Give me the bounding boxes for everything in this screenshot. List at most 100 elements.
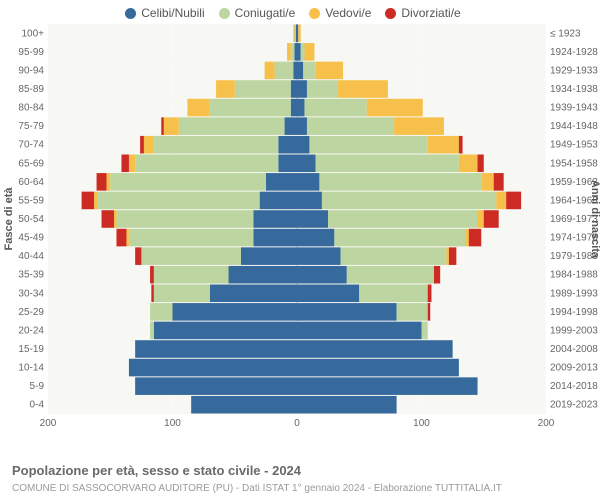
bar-female-single [297, 135, 309, 153]
bar-male-divorced [135, 247, 141, 265]
birth-label: 1949-1953 [550, 139, 598, 150]
bar-male-single [129, 358, 297, 376]
bar-female-divorced [469, 228, 481, 246]
bar-male-married [179, 117, 285, 135]
bar-male-widowed [144, 135, 154, 153]
legend-label: Divorziati/e [401, 6, 460, 20]
age-label: 85-89 [18, 84, 44, 95]
age-label: 50-54 [18, 214, 44, 225]
bar-female-divorced [459, 135, 463, 153]
birth-label: 1924-1928 [550, 46, 598, 57]
bar-male-single [253, 210, 297, 228]
age-label: 75-79 [18, 121, 44, 132]
bar-male-single [295, 43, 297, 61]
birth-label: 1954-1958 [550, 158, 598, 169]
birth-label: 1994-1998 [550, 306, 598, 317]
bar-male-married [295, 24, 296, 42]
bar-male-single [278, 135, 297, 153]
bar-female-single [297, 80, 307, 98]
age-label: 40-44 [18, 251, 44, 262]
bar-male-single [285, 117, 297, 135]
age-label: 10-14 [18, 362, 44, 373]
bar-male-married [235, 80, 291, 98]
bar-male-single [173, 303, 298, 321]
xtick: 200 [40, 418, 57, 429]
legend-label: Coniugati/e [235, 6, 296, 20]
bar-female-married [422, 321, 428, 339]
bar-female-single [297, 340, 453, 358]
bar-male-single [293, 61, 297, 79]
bar-female-single [297, 98, 304, 116]
birth-label: 1944-1948 [550, 121, 598, 132]
birth-label: 1939-1943 [550, 102, 598, 113]
bar-male-married [98, 191, 260, 209]
bar-female-married [347, 265, 434, 283]
bar-male-divorced [150, 265, 154, 283]
bar-female-single [297, 321, 422, 339]
bar-female-married [303, 61, 315, 79]
bar-female-married [309, 135, 427, 153]
xtick: 100 [413, 418, 430, 429]
bar-female-single [297, 247, 341, 265]
bar-male-single [135, 340, 297, 358]
birth-label: 1989-1993 [550, 288, 598, 299]
bar-female-single [297, 117, 307, 135]
bar-female-single [297, 43, 301, 61]
bar-male-widowed [129, 154, 135, 172]
bar-female-divorced [428, 303, 430, 321]
bar-male-widowed [107, 173, 111, 191]
bar-male-single [253, 228, 297, 246]
bar-male-divorced [161, 117, 163, 135]
bar-male-widowed [94, 191, 98, 209]
bar-female-married [319, 173, 481, 191]
bar-male-married [154, 265, 229, 283]
age-label: 90-94 [18, 65, 44, 76]
bar-female-single [297, 210, 328, 228]
bar-male-single [278, 154, 297, 172]
bar-male-widowed [216, 80, 235, 98]
bar-male-single [291, 98, 297, 116]
bar-male-married [154, 135, 279, 153]
bar-female-widowed [298, 24, 300, 42]
bar-female-single [297, 173, 319, 191]
birth-label: 1929-1933 [550, 65, 598, 76]
legend-label: Vedovi/e [325, 6, 371, 20]
birth-label: 1934-1938 [550, 84, 598, 95]
bar-female-widowed [478, 210, 484, 228]
bar-female-married [307, 117, 394, 135]
bar-male-single [291, 80, 297, 98]
bar-female-divorced [434, 265, 440, 283]
bar-male-widowed [293, 24, 294, 42]
bar-male-married [141, 247, 241, 265]
bar-male-single [191, 395, 297, 413]
left-axis-title: Fasce di età [3, 186, 15, 250]
y-axis-left: 0-45-910-1415-1920-2425-2930-3435-3940-4… [18, 28, 44, 410]
bar-male-married [129, 228, 254, 246]
bar-female-single [297, 303, 397, 321]
bar-female-widowed [367, 98, 423, 116]
bar-male-married [275, 61, 294, 79]
bar-male-married [150, 321, 154, 339]
age-label: 60-64 [18, 176, 44, 187]
age-label: 20-24 [18, 325, 44, 336]
bar-female-divorced [428, 284, 432, 302]
bar-female-single [297, 284, 359, 302]
age-label: 70-74 [18, 139, 44, 150]
legend-swatch-single [125, 8, 136, 19]
legend: Celibi/NubiliConiugati/eVedovi/eDivorzia… [0, 0, 600, 22]
age-label: 25-29 [18, 306, 44, 317]
age-label: 100+ [21, 28, 44, 39]
age-label: 0-4 [30, 399, 45, 410]
bar-female-divorced [449, 247, 456, 265]
birth-label: 2019-2023 [550, 399, 598, 410]
legend-swatch-divorced [385, 8, 396, 19]
bar-male-married [210, 98, 291, 116]
bar-male-single [154, 321, 297, 339]
bar-male-divorced [116, 228, 126, 246]
bar-female-married [328, 210, 477, 228]
bar-male-divorced [97, 173, 107, 191]
bar-female-widowed [446, 247, 448, 265]
birth-label: ≤ 1923 [550, 28, 581, 39]
right-axis-title: Anni di nascita [589, 179, 600, 258]
birth-label: 1984-1988 [550, 269, 598, 280]
